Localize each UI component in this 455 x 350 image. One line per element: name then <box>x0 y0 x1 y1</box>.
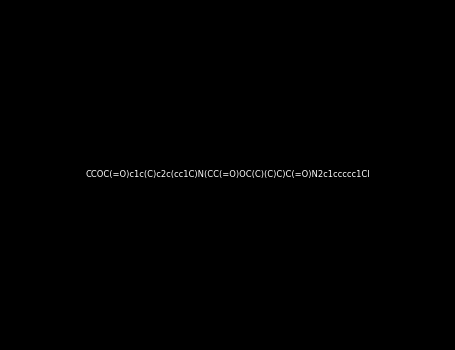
Text: CCOC(=O)c1c(C)c2c(cc1C)N(CC(=O)OC(C)(C)C)C(=O)N2c1ccccc1Cl: CCOC(=O)c1c(C)c2c(cc1C)N(CC(=O)OC(C)(C)C… <box>85 170 370 180</box>
